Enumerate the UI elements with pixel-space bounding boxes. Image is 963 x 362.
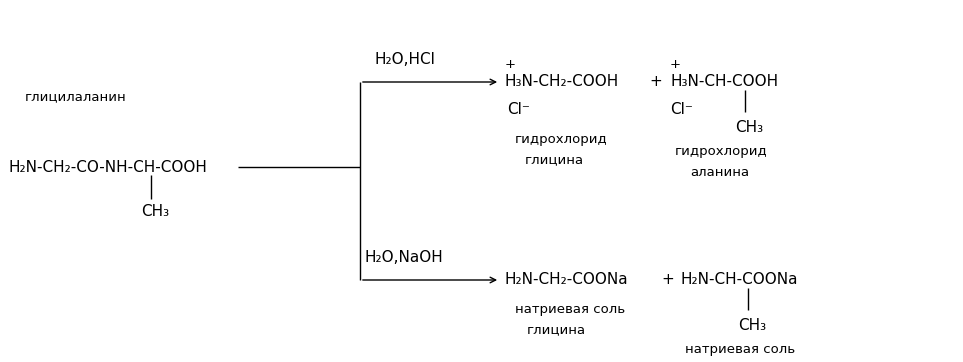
Text: гидрохлорид: гидрохлорид bbox=[515, 134, 608, 147]
Text: H₂N-CH-COONa: H₂N-CH-COONa bbox=[680, 273, 797, 287]
Text: +: + bbox=[650, 75, 663, 89]
Text: гидрохлорид: гидрохлорид bbox=[675, 146, 768, 159]
Text: аланина: аланина bbox=[690, 165, 749, 178]
Text: CH₃: CH₃ bbox=[141, 205, 169, 219]
Text: Cl⁻: Cl⁻ bbox=[670, 102, 692, 118]
Text: CH₃: CH₃ bbox=[735, 119, 763, 135]
Text: натриевая соль: натриевая соль bbox=[685, 344, 795, 357]
Text: +: + bbox=[670, 58, 681, 71]
Text: +: + bbox=[662, 273, 674, 287]
Text: H₃N-CH₂-COOH: H₃N-CH₂-COOH bbox=[505, 75, 619, 89]
Text: Cl⁻: Cl⁻ bbox=[507, 102, 530, 118]
Text: натриевая соль: натриевая соль bbox=[515, 303, 625, 316]
Text: CH₃: CH₃ bbox=[738, 317, 767, 333]
Text: глицилаланин: глицилаланин bbox=[25, 90, 127, 104]
Text: глицина: глицина bbox=[527, 324, 586, 337]
Text: H₂O,NaOH: H₂O,NaOH bbox=[365, 251, 444, 265]
Text: H₂N-CH₂-COONa: H₂N-CH₂-COONa bbox=[505, 273, 629, 287]
Text: H₂N-CH₂-CO-NH-CH-COOH: H₂N-CH₂-CO-NH-CH-COOH bbox=[8, 160, 207, 174]
Text: H₂O,HCl: H₂O,HCl bbox=[375, 52, 436, 67]
Text: +: + bbox=[505, 58, 516, 71]
Text: H₃N-CH-COOH: H₃N-CH-COOH bbox=[670, 75, 778, 89]
Text: глицина: глицина bbox=[525, 153, 585, 167]
